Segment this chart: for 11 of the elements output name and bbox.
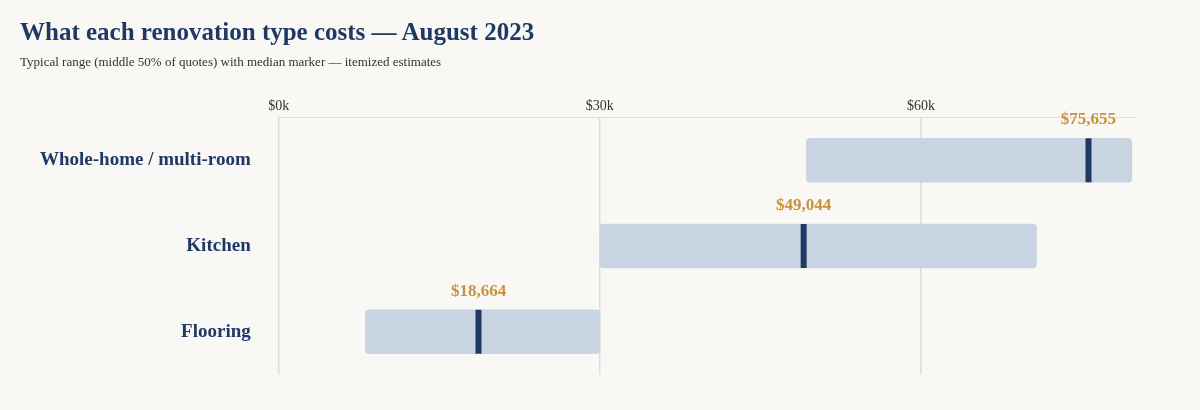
x-tick-label: $30k <box>585 97 614 113</box>
annotation: $18,664 <box>450 280 507 300</box>
y-tick-label: Whole-home / multi-room <box>39 148 251 170</box>
annotation: $75,655 <box>1060 109 1117 129</box>
x-tick-label: $60k <box>906 97 935 113</box>
y-tick-label: Kitchen <box>186 233 252 255</box>
annotation: $49,044 <box>776 194 832 214</box>
y-tick-label: Flooring <box>181 319 252 341</box>
chart-title: What each renovation type costs — August 2023 <box>20 18 535 46</box>
chart-subtitle: Typical range (middle 50% of quotes) with median marker — itemized estimates <box>20 54 442 70</box>
x-tick-label: $0k <box>268 97 290 113</box>
